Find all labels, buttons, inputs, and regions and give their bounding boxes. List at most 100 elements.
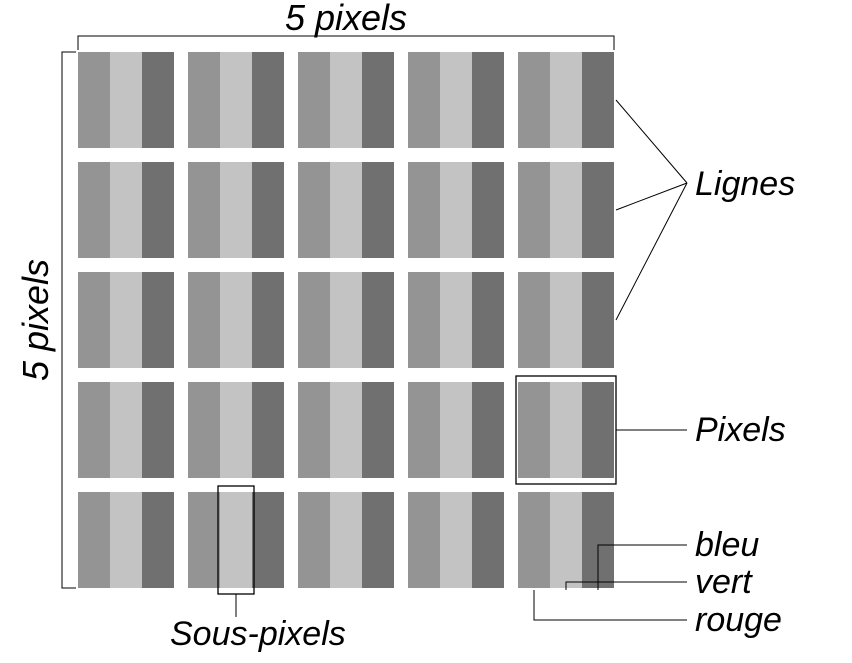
subpixel	[550, 272, 582, 368]
subpixel	[188, 52, 220, 148]
subpixel	[362, 52, 394, 148]
subpixel	[408, 382, 440, 478]
subpixel	[188, 382, 220, 478]
subpixel	[142, 492, 174, 588]
subpixel	[252, 272, 284, 368]
subpixel	[408, 492, 440, 588]
subpixel	[78, 272, 110, 368]
subpixel	[110, 492, 142, 588]
subpixel	[142, 52, 174, 148]
subpixel	[518, 382, 550, 478]
bracket-top	[78, 36, 614, 50]
subpixel	[220, 162, 252, 258]
subpixel	[582, 272, 614, 368]
label-left: 5 pixels	[15, 259, 56, 381]
label-vert: vert	[695, 563, 753, 601]
subpixel	[582, 162, 614, 258]
pixel-cell	[188, 52, 284, 148]
subpixel	[362, 382, 394, 478]
label-souspixels: Sous-pixels	[170, 615, 346, 653]
leader-lignes	[616, 100, 687, 183]
subpixel	[110, 272, 142, 368]
subpixel	[518, 52, 550, 148]
pixel-cell	[78, 272, 174, 368]
subpixel	[582, 52, 614, 148]
pixel-cell	[408, 382, 504, 478]
subpixel	[188, 492, 220, 588]
subpixel	[110, 52, 142, 148]
pixel-cell	[518, 52, 614, 148]
pixel-cell	[408, 162, 504, 258]
subpixel	[472, 162, 504, 258]
subpixel	[472, 382, 504, 478]
subpixel	[440, 492, 472, 588]
subpixel	[518, 492, 550, 588]
subpixel	[220, 492, 252, 588]
subpixel	[298, 382, 330, 478]
subpixel	[78, 162, 110, 258]
subpixel	[252, 52, 284, 148]
label-pixels: Pixels	[695, 411, 786, 449]
subpixel	[440, 272, 472, 368]
subpixel	[518, 162, 550, 258]
subpixel	[142, 272, 174, 368]
subpixel	[472, 52, 504, 148]
subpixel	[330, 382, 362, 478]
pixel-cell	[188, 162, 284, 258]
bracket-left	[62, 52, 76, 588]
subpixel	[408, 162, 440, 258]
subpixel	[78, 52, 110, 148]
label-top: 5 pixels	[285, 0, 407, 38]
subpixel	[550, 162, 582, 258]
label-bleu: bleu	[695, 526, 759, 564]
label-rouge: rouge	[695, 601, 782, 639]
subpixel	[298, 162, 330, 258]
subpixel	[220, 272, 252, 368]
subpixel	[440, 382, 472, 478]
subpixel	[188, 162, 220, 258]
pixel-cell	[408, 272, 504, 368]
subpixel	[298, 52, 330, 148]
subpixel	[252, 162, 284, 258]
subpixel	[142, 382, 174, 478]
subpixel	[362, 162, 394, 258]
diagram-canvas: 5 pixels 5 pixels Lignes Pixels bleuvertroug…	[0, 0, 852, 663]
subpixel	[142, 162, 174, 258]
leader-rouge	[534, 590, 687, 620]
subpixel	[362, 272, 394, 368]
label-lignes: Lignes	[695, 165, 795, 203]
subpixel	[252, 382, 284, 478]
subpixel	[408, 52, 440, 148]
subpixel	[440, 162, 472, 258]
subpixel	[110, 382, 142, 478]
subpixel	[298, 272, 330, 368]
subpixel	[408, 272, 440, 368]
pixel-cell	[408, 492, 504, 588]
subpixel	[330, 52, 362, 148]
pixel-cell	[78, 162, 174, 258]
pixel-cell	[188, 382, 284, 478]
pixel-cell	[78, 52, 174, 148]
subpixel	[472, 272, 504, 368]
subpixel	[582, 382, 614, 478]
subpixel	[362, 492, 394, 588]
pixel-cell	[78, 382, 174, 478]
pixel-cell	[518, 272, 614, 368]
subpixel	[550, 492, 582, 588]
pixel-cell	[298, 272, 394, 368]
subpixel	[472, 492, 504, 588]
subpixel	[440, 52, 472, 148]
subpixel	[78, 382, 110, 478]
pixel-cell	[298, 382, 394, 478]
subpixel	[330, 492, 362, 588]
subpixel	[518, 272, 550, 368]
leader-lignes	[616, 183, 687, 320]
pixel-cell	[298, 492, 394, 588]
pixel-cell	[518, 492, 614, 588]
subpixel	[110, 162, 142, 258]
subpixel	[78, 492, 110, 588]
subpixel	[298, 492, 330, 588]
subpixel	[220, 52, 252, 148]
pixel-cell	[188, 492, 284, 588]
subpixel	[220, 382, 252, 478]
